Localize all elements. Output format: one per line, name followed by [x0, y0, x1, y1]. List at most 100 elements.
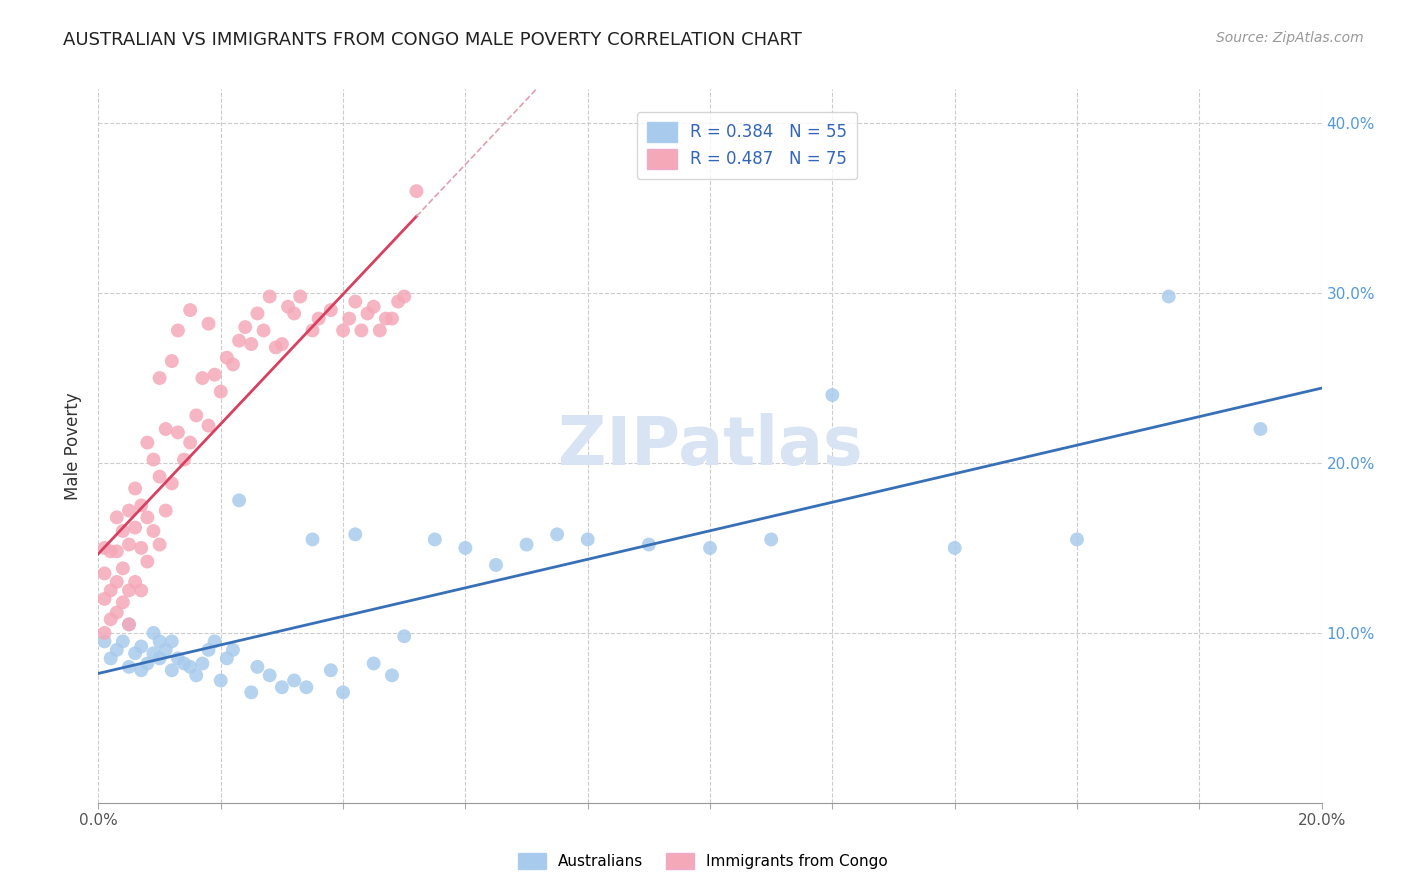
- Point: [259, 668, 281, 682]
- Point: [209, 673, 232, 688]
- Point: [344, 294, 367, 309]
- Point: [228, 493, 250, 508]
- Point: [160, 663, 183, 677]
- Point: [356, 306, 378, 320]
- Point: [111, 524, 134, 538]
- Point: [270, 680, 292, 694]
- Point: [233, 320, 256, 334]
- Point: [454, 541, 477, 555]
- Point: [93, 626, 115, 640]
- Point: [197, 317, 219, 331]
- Point: [100, 544, 122, 558]
- Point: [149, 371, 172, 385]
- Point: [191, 657, 214, 671]
- Point: [179, 435, 201, 450]
- Point: [160, 354, 183, 368]
- Point: [637, 537, 661, 551]
- Point: [173, 452, 195, 467]
- Point: [240, 685, 263, 699]
- Point: [204, 634, 226, 648]
- Point: [222, 643, 245, 657]
- Point: [155, 422, 177, 436]
- Point: [215, 351, 238, 365]
- Point: [105, 510, 128, 524]
- Point: [105, 606, 128, 620]
- Point: [118, 503, 141, 517]
- Y-axis label: Male Poverty: Male Poverty: [65, 392, 83, 500]
- Point: [129, 583, 152, 598]
- Point: [246, 660, 269, 674]
- Point: [129, 541, 152, 555]
- Point: [209, 384, 232, 399]
- Point: [295, 680, 318, 694]
- Point: [246, 306, 269, 320]
- Point: [546, 527, 568, 541]
- Point: [344, 527, 367, 541]
- Point: [392, 289, 416, 303]
- Point: [118, 660, 141, 674]
- Point: [332, 323, 354, 337]
- Point: [368, 323, 391, 337]
- Point: [179, 303, 201, 318]
- Point: [204, 368, 226, 382]
- Point: [124, 574, 146, 589]
- Point: [124, 646, 146, 660]
- Point: [283, 306, 305, 320]
- Point: [129, 640, 152, 654]
- Legend: R = 0.384   N = 55, R = 0.487   N = 75: R = 0.384 N = 55, R = 0.487 N = 75: [637, 112, 856, 179]
- Point: [319, 303, 342, 318]
- Point: [105, 574, 128, 589]
- Point: [167, 425, 190, 440]
- Point: [118, 537, 141, 551]
- Point: [1157, 289, 1180, 303]
- Point: [332, 685, 354, 699]
- Point: [197, 418, 219, 433]
- Point: [1249, 422, 1271, 436]
- Point: [167, 651, 190, 665]
- Point: [308, 311, 330, 326]
- Legend: Australians, Immigrants from Congo: Australians, Immigrants from Congo: [512, 847, 894, 875]
- Point: [93, 591, 115, 606]
- Point: [173, 657, 195, 671]
- Point: [149, 537, 172, 551]
- Point: [124, 520, 146, 534]
- Point: [215, 651, 238, 665]
- Point: [381, 311, 404, 326]
- Point: [191, 371, 214, 385]
- Point: [111, 561, 134, 575]
- Point: [149, 651, 172, 665]
- Point: [222, 358, 245, 372]
- Point: [160, 476, 183, 491]
- Point: [301, 533, 323, 547]
- Point: [283, 673, 305, 688]
- Point: [943, 541, 966, 555]
- Point: [270, 337, 292, 351]
- Point: [142, 524, 165, 538]
- Point: [93, 566, 115, 581]
- Point: [240, 337, 263, 351]
- Point: [186, 409, 208, 423]
- Point: [363, 657, 385, 671]
- Point: [277, 300, 299, 314]
- Point: [118, 617, 141, 632]
- Point: [228, 334, 250, 348]
- Point: [136, 510, 159, 524]
- Point: [821, 388, 844, 402]
- Point: [142, 626, 165, 640]
- Point: [699, 541, 721, 555]
- Point: [290, 289, 312, 303]
- Point: [118, 583, 141, 598]
- Point: [363, 300, 385, 314]
- Point: [93, 541, 115, 555]
- Point: [93, 634, 115, 648]
- Point: [100, 583, 122, 598]
- Point: [1066, 533, 1088, 547]
- Point: [105, 544, 128, 558]
- Point: [129, 499, 152, 513]
- Point: [179, 660, 201, 674]
- Point: [142, 452, 165, 467]
- Point: [381, 668, 404, 682]
- Point: [155, 503, 177, 517]
- Point: [105, 643, 128, 657]
- Point: [405, 184, 427, 198]
